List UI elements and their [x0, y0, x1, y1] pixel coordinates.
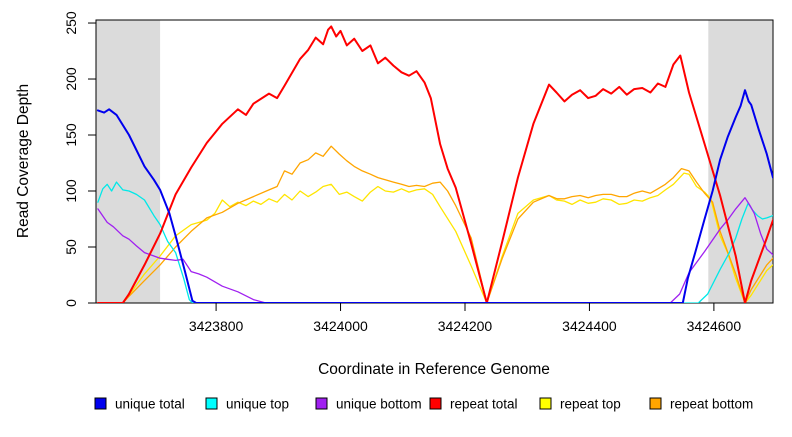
series-line-repeat-total — [96, 25, 773, 303]
series-line-repeat-top — [97, 172, 773, 303]
axes: 3423800 3424000 3424200 3424400 3424600 0 50 10… — [63, 11, 741, 334]
x-tick-label: 3424600 — [687, 318, 742, 334]
legend-label-repeat-total: repeat total — [450, 397, 518, 412]
legend-label-unique-total: unique total — [115, 397, 185, 412]
y-tick-label: 100 — [63, 179, 79, 203]
plot-border-box — [95, 19, 774, 304]
series-line-unique-total — [96, 89, 773, 303]
x-tick-label: 3424400 — [562, 318, 617, 334]
shaded-region — [708, 20, 773, 303]
x-tick-label: 3424200 — [438, 318, 493, 334]
legend-swatch-repeat-bottom — [649, 397, 662, 410]
series-lines — [96, 25, 773, 303]
shaded-regions — [96, 20, 773, 303]
series-line-unique-bottom — [97, 197, 773, 303]
legend-label-unique-top: unique top — [226, 397, 289, 412]
x-tick-label: 3423800 — [189, 318, 244, 334]
series-line-repeat-bottom — [97, 145, 773, 303]
x-tick-label: 3424000 — [313, 318, 368, 334]
legend-swatch-unique-total — [94, 397, 107, 410]
legend-label-unique-bottom: unique bottom — [336, 397, 422, 412]
legend-swatch-repeat-total — [429, 397, 442, 410]
y-tick-label: 0 — [63, 299, 79, 307]
legend-label-repeat-bottom: repeat bottom — [670, 397, 753, 412]
y-tick-label: 250 — [63, 11, 79, 35]
y-tick-label: 150 — [63, 123, 79, 147]
y-tick-label: 200 — [63, 67, 79, 91]
y-tick-label: 50 — [63, 239, 79, 255]
chart-legend: unique total unique top unique bottom repea… — [94, 397, 753, 412]
legend-swatch-unique-bottom — [315, 397, 328, 410]
legend-swatch-unique-top — [205, 397, 218, 410]
shaded-region — [96, 20, 161, 303]
legend-label-repeat-top: repeat top — [560, 397, 621, 412]
legend-swatch-repeat-top — [539, 397, 552, 410]
y-axis-title: Read Coverage Depth — [15, 84, 32, 238]
x-axis-title: Coordinate in Reference Genome — [318, 361, 550, 378]
